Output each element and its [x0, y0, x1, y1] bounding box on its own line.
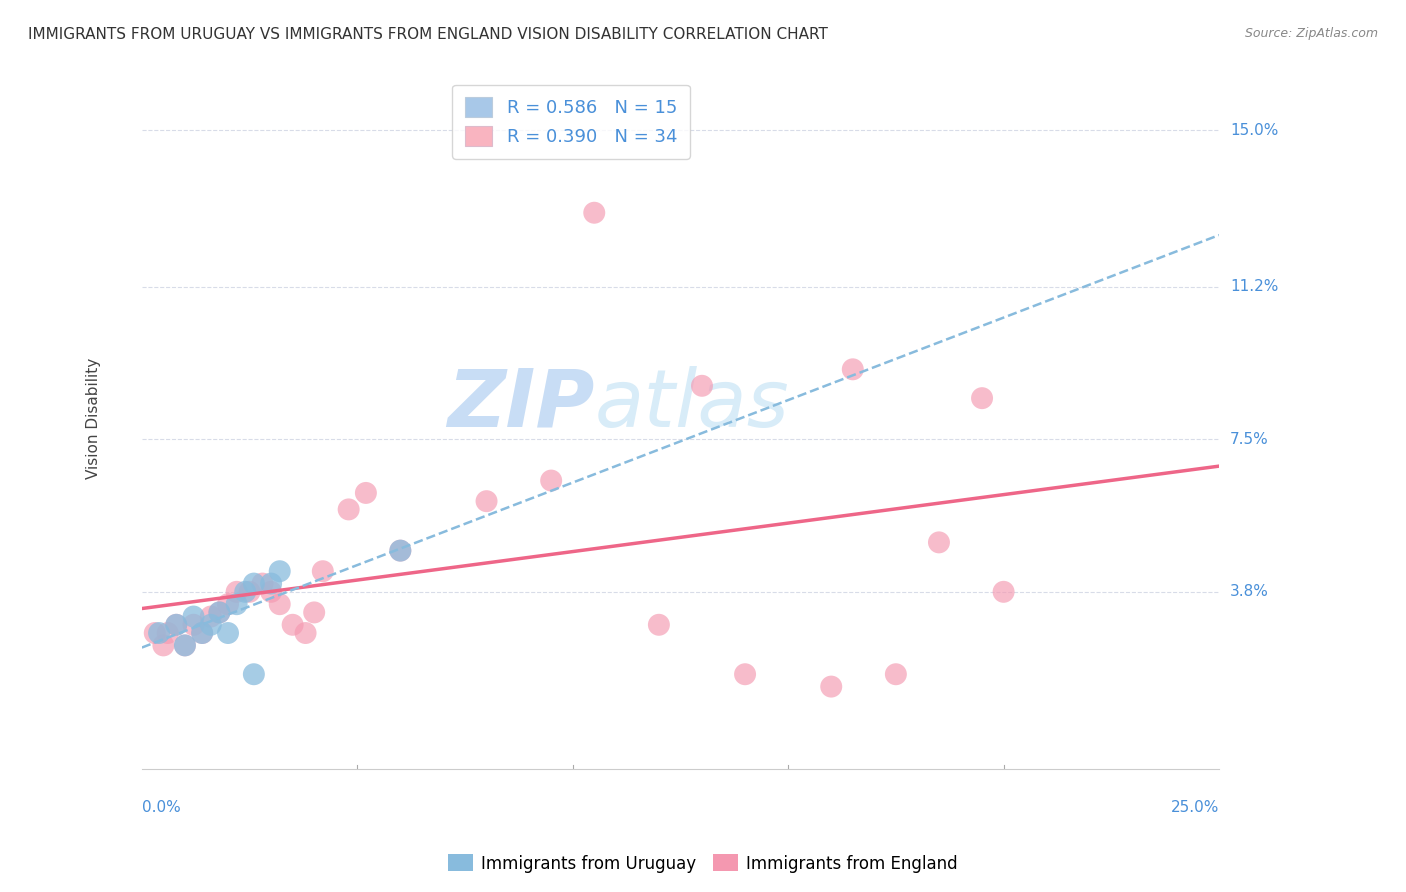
Point [312, 564, 335, 578]
Point [294, 626, 316, 640]
Point [970, 391, 993, 405]
Point [302, 606, 325, 620]
Point [690, 379, 713, 393]
Point [337, 502, 360, 516]
Point [225, 597, 247, 611]
Point [191, 626, 214, 640]
Text: 3.8%: 3.8% [1230, 584, 1270, 599]
Point [734, 667, 756, 681]
Point [842, 362, 865, 376]
Point [354, 486, 377, 500]
Point [260, 576, 283, 591]
Point [583, 205, 606, 219]
Point [243, 576, 266, 591]
Point [225, 584, 247, 599]
Point [148, 626, 170, 640]
Point [243, 667, 266, 681]
Point [200, 617, 222, 632]
Point [238, 584, 260, 599]
Point [143, 626, 166, 640]
Text: 15.0%: 15.0% [1230, 123, 1278, 138]
Text: atlas: atlas [595, 366, 789, 443]
Point [152, 639, 174, 653]
Point [540, 474, 562, 488]
Point [281, 617, 304, 632]
Point [208, 606, 231, 620]
Point [928, 535, 950, 549]
Text: 11.2%: 11.2% [1230, 279, 1278, 294]
Legend: R = 0.586   N = 15, R = 0.390   N = 34: R = 0.586 N = 15, R = 0.390 N = 34 [453, 85, 690, 159]
Point [884, 667, 907, 681]
Text: 0.0%: 0.0% [142, 799, 180, 814]
Point [183, 617, 205, 632]
Text: Source: ZipAtlas.com: Source: ZipAtlas.com [1244, 27, 1378, 40]
Point [475, 494, 498, 508]
Text: ZIP: ZIP [447, 366, 595, 443]
Point [820, 680, 842, 694]
Point [260, 584, 283, 599]
Point [200, 609, 222, 624]
Point [156, 626, 179, 640]
Legend: Immigrants from Uruguay, Immigrants from England: Immigrants from Uruguay, Immigrants from… [441, 847, 965, 880]
Point [252, 576, 274, 591]
Text: 25.0%: 25.0% [1171, 799, 1219, 814]
Point [648, 617, 671, 632]
Text: IMMIGRANTS FROM URUGUAY VS IMMIGRANTS FROM ENGLAND VISION DISABILITY CORRELATION: IMMIGRANTS FROM URUGUAY VS IMMIGRANTS FR… [28, 27, 828, 42]
Point [165, 617, 187, 632]
Point [191, 626, 214, 640]
Point [993, 584, 1015, 599]
Point [389, 543, 412, 558]
Point [174, 639, 197, 653]
Point [217, 626, 239, 640]
Point [389, 543, 412, 558]
Point [217, 597, 239, 611]
Point [269, 564, 291, 578]
Point [269, 597, 291, 611]
Point [208, 606, 231, 620]
Point [183, 609, 205, 624]
Text: Vision Disability: Vision Disability [86, 358, 101, 479]
Point [233, 584, 256, 599]
Point [174, 639, 197, 653]
Text: 7.5%: 7.5% [1230, 432, 1268, 447]
Point [165, 617, 187, 632]
